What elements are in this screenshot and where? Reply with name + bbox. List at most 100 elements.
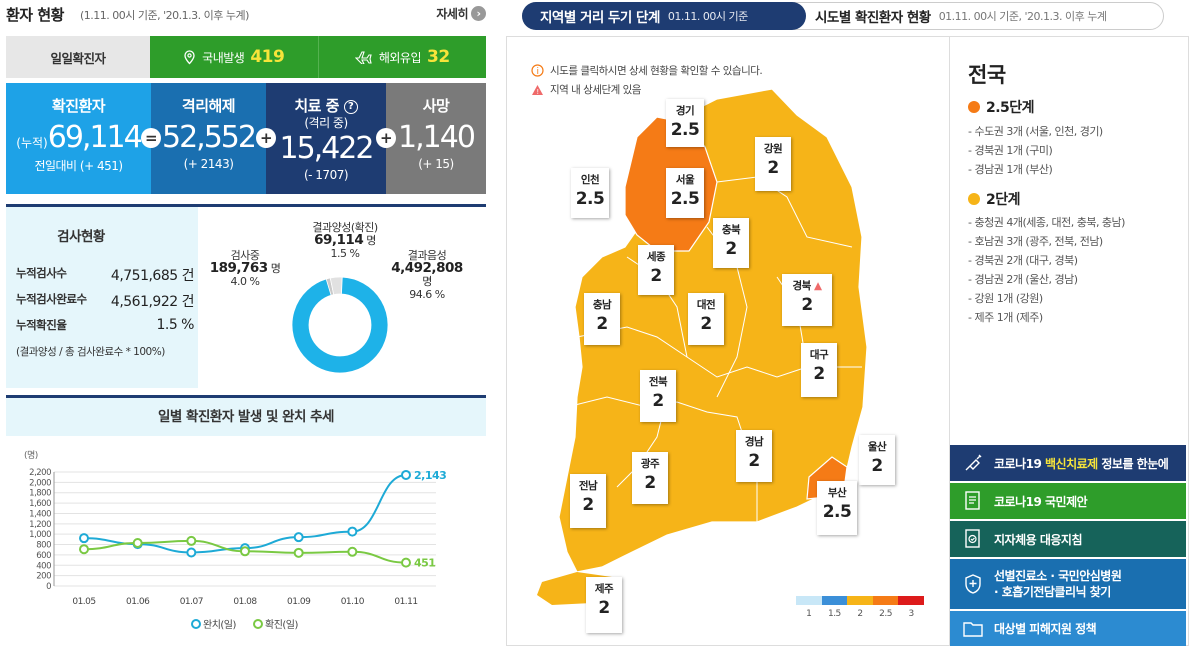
released-delta: (+ 2143): [183, 157, 234, 171]
x-tick-label: 01.11: [394, 597, 417, 607]
region-card[interactable]: 전남 2: [570, 474, 606, 528]
damage-support-label: 대상별 피해지원 정책: [994, 622, 1097, 636]
help-icon[interactable]: ?: [343, 100, 358, 114]
region-card[interactable]: 울산 2: [859, 435, 895, 485]
region-card[interactable]: 전북 2: [640, 370, 676, 422]
x-tick-label: 01.05: [72, 597, 95, 607]
vaccine-label-post: 정보를 한눈에: [1097, 456, 1169, 471]
region-level: 2.5: [670, 189, 700, 209]
y-tick-label: 1,600: [29, 499, 51, 509]
legend-label: 확진(일): [265, 619, 299, 631]
legend-label: 1.5: [827, 609, 841, 619]
map-hint-text: 시도를 클릭하시면 상세 현황을 확인할 수 있습니다.: [550, 65, 763, 77]
confirmed-box: 확진환자 (누적)69,114 전일대비 (+ 451): [6, 83, 151, 194]
y-tick-label: 200: [36, 572, 51, 582]
positive-label: 결과양성(확진) 69,114 명 1.5 %: [300, 221, 390, 260]
region-card[interactable]: 강원 2: [755, 137, 791, 191]
region-card[interactable]: 광주 2: [632, 452, 668, 504]
damage-support-button[interactable]: 대상별 피해지원 정책: [950, 611, 1186, 646]
region-card[interactable]: 경기 2.5: [666, 99, 704, 147]
folder-icon: [962, 618, 984, 640]
level-item: - 강원 1개 (강원): [968, 292, 1043, 305]
region-name: 전남: [578, 480, 598, 492]
donut-slice-negative: [291, 276, 389, 374]
vaccine-label-highlight: 백신치료제: [1045, 456, 1098, 471]
map-tabs: 지역별 거리 두기 단계 01.11. 00시 기준 시도별 확진환자 현황 01.…: [522, 2, 1164, 30]
airplane-icon: [354, 51, 372, 64]
region-name: 강원: [763, 143, 783, 155]
domestic-value: 419: [250, 47, 285, 67]
region-card[interactable]: 충남 2: [584, 293, 620, 345]
test-summary: 검사현황 누적검사수 4,751,685 건 누적검사완료수 4,561,922 건…: [6, 207, 198, 388]
data-point: [132, 537, 143, 548]
level-item: - 경북권 1개 (구미): [968, 144, 1053, 157]
region-level: 2: [652, 391, 664, 411]
region-level: 2.5: [822, 502, 852, 522]
tab-regional-cases[interactable]: 시도별 확진환자 현황 01.11. 00시 기준, '20.1.3. 이후 누계: [815, 3, 1107, 29]
region-name: 제주: [594, 583, 614, 595]
region-level: 2: [650, 266, 662, 286]
region-card[interactable]: 제주 2: [586, 577, 622, 633]
deaths-delta: (+ 15): [418, 157, 454, 171]
test-row-value: 4,561,922 건: [110, 294, 195, 310]
y-tick-label: 2,000: [29, 478, 51, 488]
domestic-label: 국내발생: [202, 50, 245, 65]
overseas-value: 32: [427, 47, 450, 67]
region-card[interactable]: 서울 2.5: [666, 168, 704, 218]
map-warning-text: 지역 내 상세단계 있음: [550, 84, 641, 96]
testing-pct: 4.0 %: [230, 275, 260, 288]
map-panel: i 시도를 클릭하시면 상세 현황을 확인할 수 있습니다. ! 지역 내 상세단계…: [506, 36, 949, 646]
region-card[interactable]: 인천 2.5: [571, 168, 609, 218]
checklist-icon: [962, 528, 984, 550]
data-point: [240, 546, 250, 557]
domestic-box: 국내발생 419: [150, 36, 318, 78]
test-note: (결과양성 / 총 검사완료수 * 100%): [16, 346, 165, 358]
public-proposal-button[interactable]: 코로나19 국민제안: [950, 483, 1186, 519]
level-item: - 경남권 1개 (부산): [968, 163, 1053, 176]
region-card[interactable]: 세종 2: [638, 245, 674, 295]
x-tick-label: 01.09: [287, 597, 311, 607]
region-card[interactable]: 대전 2: [688, 293, 724, 345]
treatment-subtitle: (격리 중): [304, 116, 348, 130]
y-tick-label: 600: [36, 551, 51, 561]
region-name: 광주: [640, 458, 660, 470]
page-title: 환자 현황: [6, 6, 64, 24]
vaccine-info-label: 코로나19 백신치료제 정보를 한눈에: [994, 455, 1169, 472]
test-row-label: 누적확진율: [16, 318, 67, 332]
negative-label: 결과음성 4,492,808 명 94.6 %: [372, 249, 482, 301]
region-card[interactable]: 충북 2: [713, 218, 749, 268]
more-link[interactable]: 자세히 ›: [436, 5, 486, 22]
daily-confirmed-bar: 일일확진자 국내발생 419 해외유입 32: [6, 36, 486, 78]
legend-marker: [191, 619, 201, 629]
y-tick-label: 1,200: [29, 520, 51, 530]
clinic-finder-button[interactable]: 선별진료소 · 국민안심병원 · 호흡기전담클리닉 찾기: [950, 559, 1186, 609]
region-card[interactable]: 경남 2: [736, 430, 772, 482]
y-tick-label: 2,200: [29, 468, 51, 478]
confirmed-delta: 전일대비 (+ 451): [34, 159, 123, 173]
treatment-title: 치료 중 ?: [266, 95, 386, 116]
confirmed-number: 69,114: [47, 120, 143, 155]
data-point: [186, 547, 197, 558]
test-row-value: 4,751,685 건: [110, 268, 195, 284]
region-name: 경기: [675, 105, 695, 117]
deaths-box: 사망 1,140 (+ 15): [386, 83, 486, 194]
test-row-label: 누적검사수: [16, 266, 67, 280]
tab-distancing-level[interactable]: 지역별 거리 두기 단계 01.11. 00시 기준: [522, 2, 806, 30]
region-card[interactable]: 경북 ▲ 2: [782, 274, 832, 326]
released-title: 격리해제: [181, 97, 236, 115]
positive-label-text: 결과양성(확진): [312, 221, 378, 234]
region-card[interactable]: 대구 2: [801, 343, 837, 397]
data-point: [79, 544, 89, 555]
map-warning-hint: ! 지역 내 상세단계 있음: [531, 82, 641, 97]
map-hint: i 시도를 클릭하시면 상세 현황을 확인할 수 있습니다.: [531, 63, 763, 78]
region-card[interactable]: 부산 2.5: [817, 481, 857, 535]
region-name: 경북 ▲: [782, 278, 832, 293]
x-tick-label: 01.06: [126, 597, 150, 607]
legend-label: 1: [806, 609, 812, 619]
plus-sign: +: [256, 128, 276, 148]
end-value-label: 2,143: [414, 469, 446, 482]
region-name: 세종: [646, 251, 666, 263]
local-guideline-button[interactable]: 지자체용 대응지침: [950, 521, 1186, 557]
legend-swatch: [796, 596, 822, 605]
vaccine-info-button[interactable]: 코로나19 백신치료제 정보를 한눈에: [950, 445, 1186, 481]
